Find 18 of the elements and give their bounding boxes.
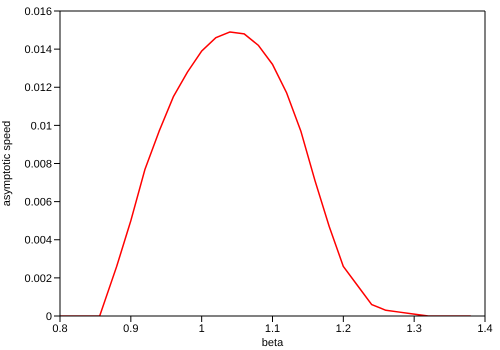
y-tick-label: 0.01 xyxy=(30,120,52,132)
x-axis-title: beta xyxy=(262,337,284,349)
x-tick-label: 0.8 xyxy=(52,322,68,335)
x-tick-label: 1.1 xyxy=(264,322,280,335)
y-tick-label: 0.014 xyxy=(24,44,52,56)
y-tick-label: 0 xyxy=(46,310,52,323)
x-tick-label: 1.4 xyxy=(477,322,493,335)
y-tick-label: 0.008 xyxy=(24,158,52,170)
x-tick-label: 1.2 xyxy=(336,322,351,335)
x-tick-label: 1.3 xyxy=(406,322,422,335)
y-tick-label: 0.004 xyxy=(24,234,52,247)
y-tick-label: 0.016 xyxy=(24,6,52,18)
y-axis-title: asymptotic speed xyxy=(0,120,13,206)
y-tick-label: 0.006 xyxy=(24,196,52,209)
y-tick-label: 0.012 xyxy=(24,82,52,94)
y-tick-label: 0.002 xyxy=(24,272,52,285)
x-tick-label: 0.9 xyxy=(123,322,138,335)
x-tick-label: 1 xyxy=(198,322,205,335)
